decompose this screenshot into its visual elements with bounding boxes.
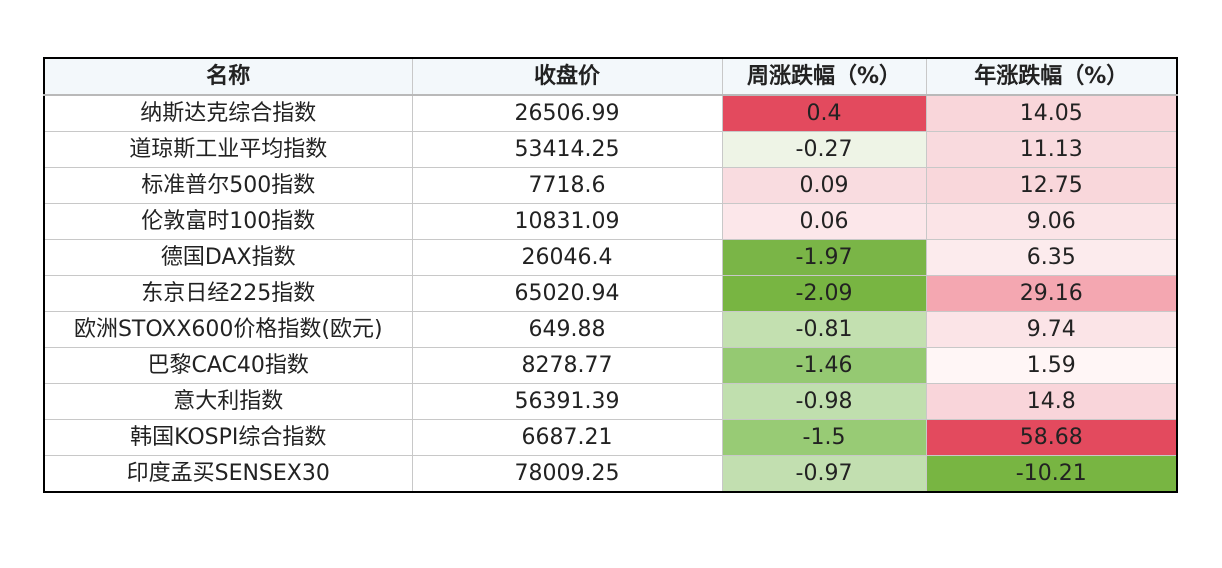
- close-price-cell: 65020.94: [411, 275, 723, 312]
- index-name-cell: 纳斯达克综合指数: [43, 94, 413, 132]
- table-row: 意大利指数 56391.39 -0.98 14.8: [43, 383, 1178, 420]
- weekly-change-cell: 0.09: [721, 167, 927, 204]
- header-name: 名称: [43, 57, 413, 96]
- table-row: 印度孟买SENSEX30 78009.25 -0.97 -10.21: [43, 455, 1178, 493]
- yearly-change-cell: 14.05: [925, 94, 1178, 132]
- index-name-cell: 伦敦富时100指数: [43, 203, 413, 240]
- close-price-cell: 26046.4: [411, 239, 723, 276]
- index-table: 名称 收盘价 周涨跌幅（%） 年涨跌幅（%） 纳斯达克综合指数 26506.99 0…: [43, 57, 1178, 493]
- weekly-change-cell: 0.06: [721, 203, 927, 240]
- close-price-cell: 6687.21: [411, 419, 723, 456]
- header-weekly-change: 周涨跌幅（%）: [721, 57, 927, 96]
- header-close: 收盘价: [411, 57, 723, 96]
- index-table-container: 名称 收盘价 周涨跌幅（%） 年涨跌幅（%） 纳斯达克综合指数 26506.99 0…: [43, 57, 1178, 493]
- index-name-cell: 道琼斯工业平均指数: [43, 131, 413, 168]
- index-name-cell: 标准普尔500指数: [43, 167, 413, 204]
- close-price-cell: 53414.25: [411, 131, 723, 168]
- yearly-change-cell: 12.75: [925, 167, 1178, 204]
- table-row: 标准普尔500指数 7718.6 0.09 12.75: [43, 167, 1178, 204]
- table-row: 伦敦富时100指数 10831.09 0.06 9.06: [43, 203, 1178, 240]
- weekly-change-cell: -0.97: [721, 455, 927, 493]
- close-price-cell: 7718.6: [411, 167, 723, 204]
- table-row: 巴黎CAC40指数 8278.77 -1.46 1.59: [43, 347, 1178, 384]
- close-price-cell: 56391.39: [411, 383, 723, 420]
- index-name-cell: 东京日经225指数: [43, 275, 413, 312]
- weekly-change-cell: -1.97: [721, 239, 927, 276]
- index-name-cell: 巴黎CAC40指数: [43, 347, 413, 384]
- weekly-change-cell: 0.4: [721, 94, 927, 132]
- index-name-cell: 意大利指数: [43, 383, 413, 420]
- close-price-cell: 10831.09: [411, 203, 723, 240]
- table-body: 纳斯达克综合指数 26506.99 0.4 14.05 道琼斯工业平均指数 53414.2…: [43, 94, 1178, 493]
- table-row: 东京日经225指数 65020.94 -2.09 29.16: [43, 275, 1178, 312]
- yearly-change-cell: 9.06: [925, 203, 1178, 240]
- index-name-cell: 印度孟买SENSEX30: [43, 455, 413, 493]
- index-name-cell: 韩国KOSPI综合指数: [43, 419, 413, 456]
- close-price-cell: 649.88: [411, 311, 723, 348]
- weekly-change-cell: -0.98: [721, 383, 927, 420]
- header-row: 名称 收盘价 周涨跌幅（%） 年涨跌幅（%）: [43, 57, 1178, 96]
- weekly-change-cell: -1.46: [721, 347, 927, 384]
- table-row: 道琼斯工业平均指数 53414.25 -0.27 11.13: [43, 131, 1178, 168]
- yearly-change-cell: 6.35: [925, 239, 1178, 276]
- weekly-change-cell: -2.09: [721, 275, 927, 312]
- yearly-change-cell: 9.74: [925, 311, 1178, 348]
- table-row: 德国DAX指数 26046.4 -1.97 6.35: [43, 239, 1178, 276]
- header-yearly-change: 年涨跌幅（%）: [925, 57, 1178, 96]
- yearly-change-cell: 29.16: [925, 275, 1178, 312]
- index-name-cell: 欧洲STOXX600价格指数(欧元): [43, 311, 413, 348]
- index-name-cell: 德国DAX指数: [43, 239, 413, 276]
- close-price-cell: 26506.99: [411, 94, 723, 132]
- weekly-change-cell: -0.81: [721, 311, 927, 348]
- table-header: 名称 收盘价 周涨跌幅（%） 年涨跌幅（%）: [43, 57, 1178, 96]
- close-price-cell: 78009.25: [411, 455, 723, 493]
- yearly-change-cell: 14.8: [925, 383, 1178, 420]
- yearly-change-cell: 58.68: [925, 419, 1178, 456]
- yearly-change-cell: 1.59: [925, 347, 1178, 384]
- weekly-change-cell: -0.27: [721, 131, 927, 168]
- close-price-cell: 8278.77: [411, 347, 723, 384]
- weekly-change-cell: -1.5: [721, 419, 927, 456]
- table-row: 纳斯达克综合指数 26506.99 0.4 14.05: [43, 94, 1178, 132]
- yearly-change-cell: 11.13: [925, 131, 1178, 168]
- yearly-change-cell: -10.21: [925, 455, 1178, 493]
- table-row: 欧洲STOXX600价格指数(欧元) 649.88 -0.81 9.74: [43, 311, 1178, 348]
- table-row: 韩国KOSPI综合指数 6687.21 -1.5 58.68: [43, 419, 1178, 456]
